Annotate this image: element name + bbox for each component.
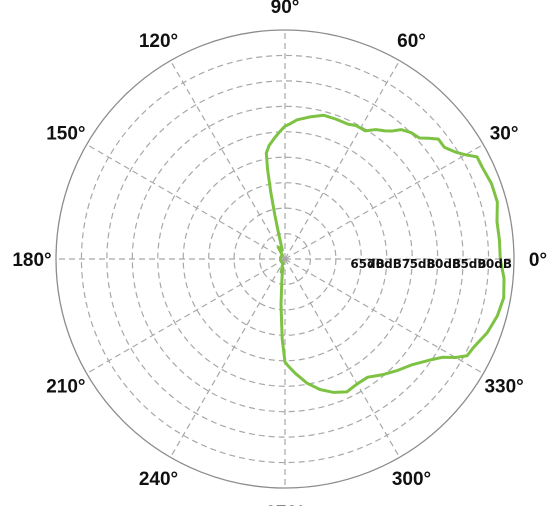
spoke-240 xyxy=(169,258,286,458)
ring-label: 90dB xyxy=(478,257,512,271)
polar-grid xyxy=(55,29,515,489)
spoke-120 xyxy=(169,60,286,260)
spoke-330 xyxy=(284,258,484,375)
outer-ring xyxy=(55,29,515,489)
data-series xyxy=(264,113,506,394)
angle-labels: 0° 30° 60° 90° 120° 150° 180° 210° 240° 270° 300° 3… xyxy=(12,0,547,506)
angle-label-210: 210° xyxy=(46,377,85,398)
grid-ring-5 xyxy=(157,131,413,387)
ring-label: 80dB xyxy=(427,257,461,271)
angle-label-270: 270° xyxy=(265,503,304,506)
angle-label-30: 30° xyxy=(490,124,519,145)
spoke-210 xyxy=(86,258,286,375)
angle-label-90: 90° xyxy=(271,0,300,18)
angle-label-300: 300° xyxy=(392,469,431,490)
angle-label-180: 180° xyxy=(12,250,51,271)
ring-label: 85dB xyxy=(452,257,486,271)
grid-ring-7 xyxy=(106,80,464,438)
angle-label-240: 240° xyxy=(139,469,178,490)
angle-label-0: 0° xyxy=(529,250,547,271)
series-line xyxy=(264,113,506,394)
grid-ring-3 xyxy=(208,182,362,336)
angle-label-120: 120° xyxy=(139,31,178,52)
ring-label: 65dB xyxy=(350,257,384,271)
ring-label: 70dB7 xyxy=(367,257,410,271)
angle-label-330: 330° xyxy=(484,377,523,398)
ring-label: 5dB xyxy=(410,257,436,271)
spoke-300 xyxy=(284,258,401,458)
angle-label-150: 150° xyxy=(46,124,85,145)
spoke-150 xyxy=(86,143,286,260)
spoke-60 xyxy=(284,60,401,260)
angle-label-60: 60° xyxy=(397,31,426,52)
spoke-30 xyxy=(284,143,484,260)
